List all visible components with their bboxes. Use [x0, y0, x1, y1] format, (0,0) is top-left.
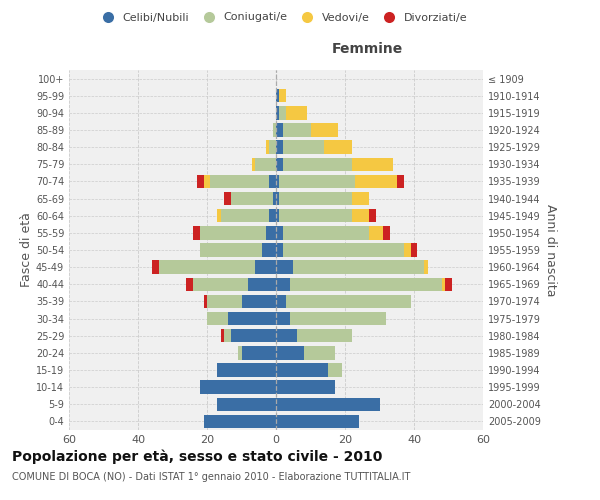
Bar — [276, 380, 335, 394]
Bar — [203, 174, 211, 188]
Bar — [224, 192, 231, 205]
Bar — [410, 244, 418, 256]
Bar — [272, 192, 276, 205]
Bar — [217, 398, 276, 411]
Bar — [276, 174, 280, 188]
Bar — [445, 278, 452, 291]
Bar — [207, 312, 228, 326]
Bar — [266, 140, 269, 154]
Bar — [283, 226, 369, 239]
Bar — [217, 364, 276, 376]
Bar — [286, 294, 410, 308]
Bar — [231, 192, 272, 205]
Bar — [231, 329, 276, 342]
Bar — [280, 192, 352, 205]
Bar — [290, 278, 442, 291]
Bar — [369, 209, 376, 222]
Bar — [203, 414, 276, 428]
Bar — [224, 329, 231, 342]
Bar — [211, 174, 269, 188]
Bar — [404, 244, 410, 256]
Bar — [276, 260, 293, 274]
Bar — [272, 124, 276, 136]
Bar — [352, 192, 369, 205]
Bar — [193, 226, 200, 239]
Bar — [266, 226, 276, 239]
Bar — [286, 106, 307, 120]
Bar — [280, 106, 286, 120]
Bar — [293, 260, 424, 274]
Bar — [221, 209, 269, 222]
Bar — [187, 278, 193, 291]
Bar — [152, 260, 159, 274]
Bar — [276, 294, 286, 308]
Bar — [276, 89, 280, 102]
Bar — [207, 294, 241, 308]
Bar — [221, 329, 224, 342]
Bar — [269, 140, 276, 154]
Bar — [424, 260, 428, 274]
Bar — [283, 244, 404, 256]
Bar — [280, 174, 355, 188]
Bar — [276, 364, 328, 376]
Bar — [383, 226, 390, 239]
Bar — [228, 312, 276, 326]
Bar — [397, 174, 404, 188]
Bar — [197, 174, 203, 188]
Bar — [256, 158, 276, 171]
Text: Popolazione per età, sesso e stato civile - 2010: Popolazione per età, sesso e stato civil… — [12, 450, 382, 464]
Bar — [203, 294, 207, 308]
Bar — [328, 364, 341, 376]
Bar — [276, 346, 304, 360]
Bar — [280, 209, 352, 222]
Bar — [276, 278, 290, 291]
Bar — [355, 174, 397, 188]
Bar — [296, 329, 352, 342]
Text: Femmine: Femmine — [331, 42, 403, 56]
Bar — [252, 158, 256, 171]
Bar — [269, 174, 276, 188]
Bar — [276, 226, 283, 239]
Bar — [276, 312, 290, 326]
Bar — [276, 140, 283, 154]
Bar — [256, 260, 276, 274]
Bar — [369, 226, 383, 239]
Text: COMUNE DI BOCA (NO) - Dati ISTAT 1° gennaio 2010 - Elaborazione TUTTITALIA.IT: COMUNE DI BOCA (NO) - Dati ISTAT 1° genn… — [12, 472, 410, 482]
Bar — [283, 124, 311, 136]
Bar — [276, 414, 359, 428]
Bar — [311, 124, 338, 136]
Bar — [276, 398, 380, 411]
Bar — [238, 346, 241, 360]
Bar — [262, 244, 276, 256]
Bar — [193, 278, 248, 291]
Bar — [325, 140, 352, 154]
Bar — [276, 192, 280, 205]
Bar — [241, 346, 276, 360]
Bar — [352, 158, 394, 171]
Bar — [276, 158, 283, 171]
Bar — [276, 244, 283, 256]
Bar — [442, 278, 445, 291]
Bar — [217, 209, 221, 222]
Bar — [200, 244, 262, 256]
Legend: Celibi/Nubili, Coniugati/e, Vedovi/e, Divorziati/e: Celibi/Nubili, Coniugati/e, Vedovi/e, Di… — [92, 8, 472, 27]
Bar — [283, 140, 324, 154]
Bar — [290, 312, 386, 326]
Bar — [269, 209, 276, 222]
Bar — [280, 89, 286, 102]
Bar — [304, 346, 335, 360]
Bar — [276, 106, 280, 120]
Y-axis label: Anni di nascita: Anni di nascita — [544, 204, 557, 296]
Bar — [276, 124, 283, 136]
Bar — [200, 226, 266, 239]
Bar — [352, 209, 369, 222]
Bar — [241, 294, 276, 308]
Bar — [159, 260, 256, 274]
Bar — [283, 158, 352, 171]
Bar — [276, 209, 280, 222]
Bar — [200, 380, 276, 394]
Y-axis label: Fasce di età: Fasce di età — [20, 212, 33, 288]
Bar — [276, 329, 296, 342]
Bar — [248, 278, 276, 291]
